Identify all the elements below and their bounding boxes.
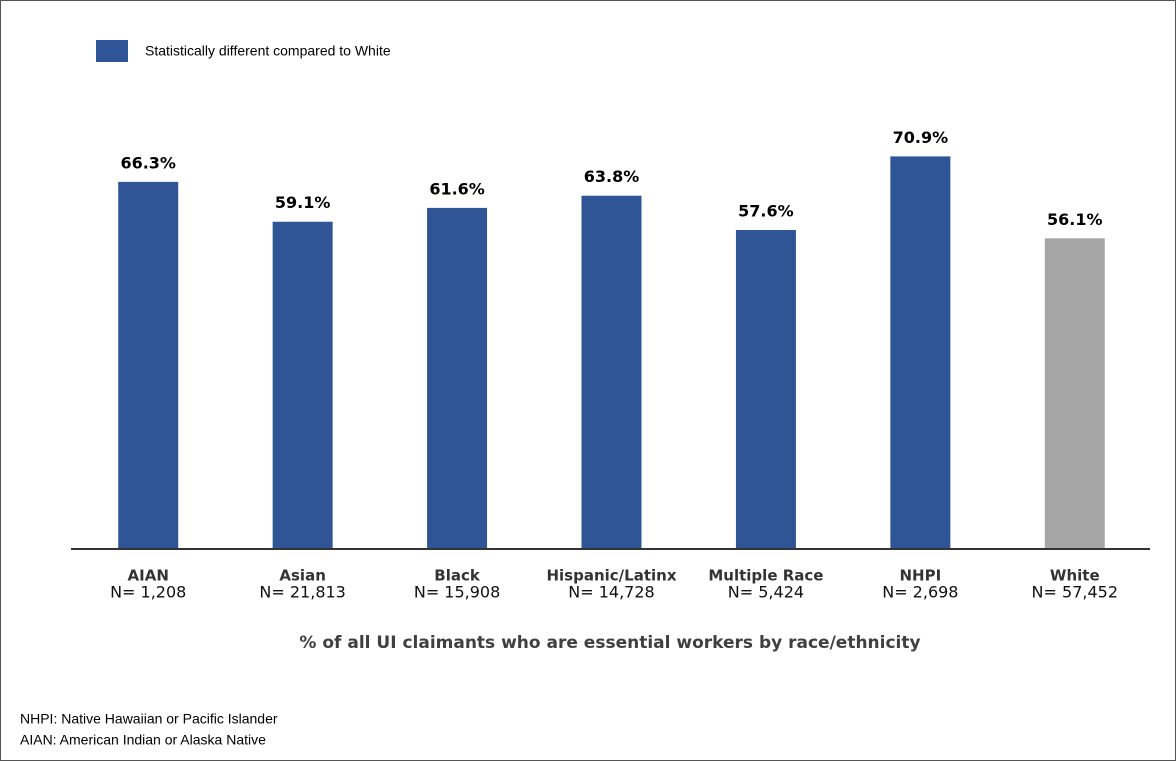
x-tick-label: White — [1050, 567, 1100, 585]
sample-size: N= 21,813 — [259, 583, 345, 602]
sample-size: N= 14,728 — [568, 583, 654, 602]
value-label: 66.3% — [120, 153, 176, 172]
legend-swatch — [96, 40, 128, 62]
value-label: 57.6% — [738, 202, 794, 221]
bar — [890, 156, 951, 550]
value-label: 63.8% — [584, 167, 640, 186]
footnote: NHPI: Native Hawaiian or Pacific Islande… — [20, 711, 278, 727]
sample-size: N= 15,908 — [414, 583, 500, 602]
sample-size: N= 2,698 — [882, 583, 958, 602]
sample-size: N= 1,208 — [110, 583, 186, 602]
bar — [272, 221, 333, 549]
footnote: AIAN: American Indian or Alaska Native — [20, 732, 266, 748]
x-tick-label: Asian — [279, 567, 325, 585]
bar — [1044, 238, 1105, 549]
x-tick-label: AIAN — [128, 567, 169, 585]
x-tick-label: NHPI — [900, 567, 942, 585]
sample-size: N= 57,452 — [1032, 583, 1118, 602]
bar — [735, 230, 796, 550]
value-label: 59.1% — [275, 193, 331, 212]
sample-size: N= 5,424 — [728, 583, 804, 602]
bar — [581, 195, 642, 549]
value-label: 61.6% — [429, 179, 485, 198]
value-label: 70.9% — [893, 128, 949, 147]
x-axis-title: % of all UI claimants who are essential … — [299, 633, 920, 653]
bar — [427, 207, 488, 549]
legend-label: Statistically different compared to Whit… — [145, 43, 391, 59]
x-tick-label: Multiple Race — [708, 567, 823, 585]
bar — [118, 181, 179, 549]
x-tick-label: Hispanic/Latinx — [546, 567, 676, 585]
x-tick-label: Black — [434, 567, 481, 585]
value-label: 56.1% — [1047, 210, 1103, 229]
